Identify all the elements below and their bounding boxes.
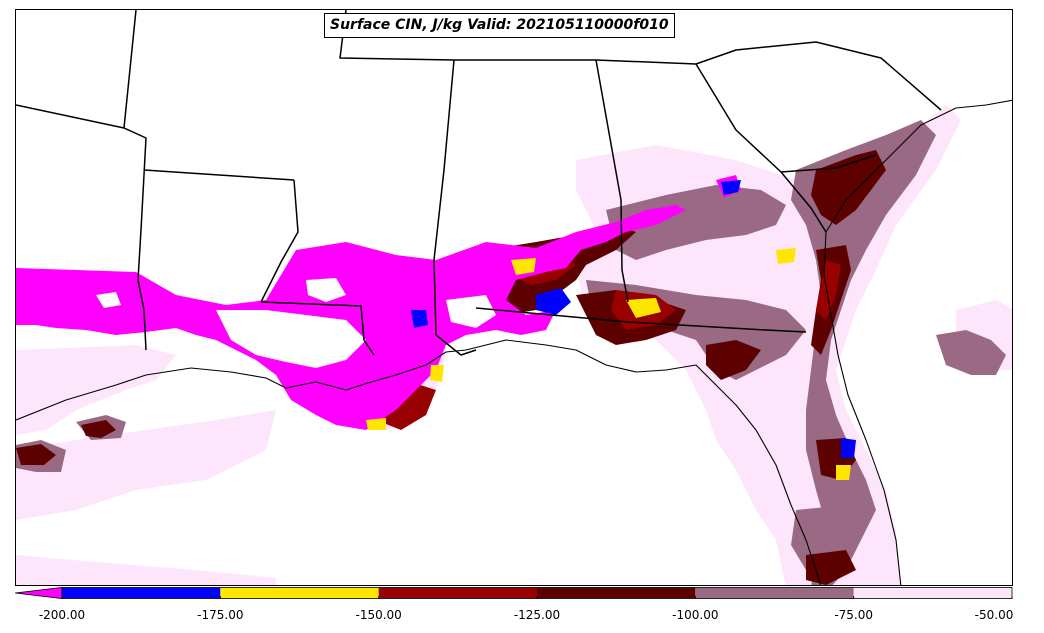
colorbar-segment: [378, 587, 537, 599]
cin-band-blue: [411, 180, 856, 458]
colorbar-tick-label: -125.00: [513, 608, 561, 622]
colorbar-extend-min: [15, 587, 63, 599]
coastline: [16, 99, 1012, 585]
state-boundaries: [16, 10, 942, 356]
colorbar-segment: [62, 587, 221, 599]
colorbar-tick-label: -200.00: [38, 608, 86, 622]
cin-map: [16, 10, 1012, 585]
cin-band-yellow: [366, 248, 851, 480]
colorbar-tick-label: -50.00: [974, 608, 1014, 622]
map-panel: [15, 9, 1013, 586]
colorbar-tick-label: -150.00: [355, 608, 402, 622]
colorbar: [15, 587, 1013, 599]
colorbar-tick-label: -100.00: [672, 608, 719, 622]
colorbar-tick-label: -175.00: [197, 608, 244, 622]
map-title: Surface CIN, J/kg Valid: 202105110000f01…: [324, 13, 675, 38]
colorbar-segment: [853, 587, 1012, 599]
colorbar-segment: [537, 587, 696, 599]
colorbar-segment: [220, 587, 379, 599]
colorbar-segment: [695, 587, 854, 599]
cin-holes: [96, 278, 496, 368]
colorbar-tick-label: -75.00: [834, 608, 873, 622]
